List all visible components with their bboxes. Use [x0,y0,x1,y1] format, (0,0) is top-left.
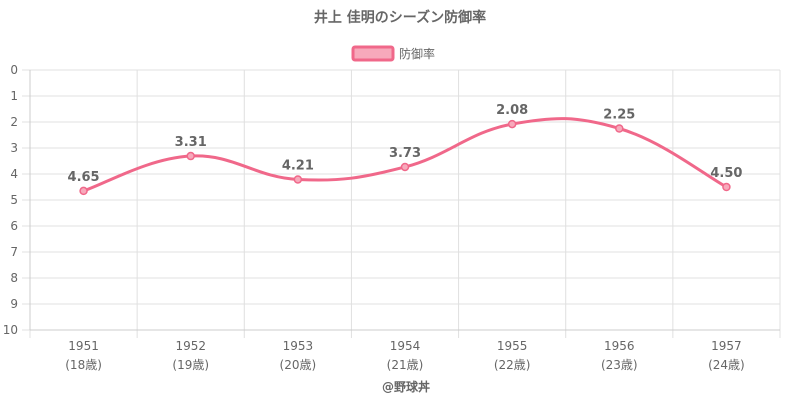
x-tick-sublabel: (23歳) [601,358,638,372]
x-tick-label: 1952 [175,339,206,353]
x-tick-label: 1951 [68,339,99,353]
data-point [293,175,303,184]
y-tick-label: 6 [10,219,18,233]
y-tick-label: 10 [3,323,18,337]
data-point [400,162,410,172]
y-tick-label: 5 [10,193,18,207]
y-tick-label: 3 [10,141,18,155]
data-point [186,151,195,161]
data-label: 2.25 [603,108,635,123]
x-tick-label: 1956 [604,339,635,353]
data-labels: 4.65 3.31 4.21 3.73 2.08 2.25 4.50 [68,103,743,185]
y-tick-label: 2 [10,115,18,129]
data-label: 4.21 [282,158,314,173]
axes: 0 1 2 3 4 5 6 7 8 9 10 1951 (18歳) 1952 (19歳) 1953 (20歳) 1… [3,63,780,372]
y-tick-label: 4 [10,167,18,181]
x-tick-sublabel: (24歳) [708,358,745,372]
x-tick-label: 1953 [283,339,314,353]
data-label: 4.50 [710,166,742,181]
grid [22,69,781,338]
x-tick-sublabel: (21歳) [387,358,424,372]
credit-text: @野球丼 [382,379,430,394]
y-tick-label: 0 [10,63,18,77]
x-tick-sublabel: (20歳) [280,358,317,372]
x-tick-label: 1955 [497,339,528,353]
y-tick-label: 8 [10,271,18,285]
data-label: 4.65 [68,170,100,185]
y-tick-label: 7 [10,245,18,259]
data-point [507,119,517,129]
data-label: 2.08 [496,103,528,118]
data-points [79,119,731,196]
legend-swatch [351,45,395,62]
legend[interactable]: 防御率 [351,45,435,62]
data-point [615,124,624,133]
x-tick-label: 1954 [390,339,421,353]
data-label: 3.31 [175,135,207,150]
data-point [722,182,731,192]
y-tick-label: 9 [10,297,18,311]
chart-title: 井上 佳明のシーズン防御率 [314,9,486,26]
data-label: 3.73 [389,146,421,161]
x-tick-sublabel: (19歳) [172,358,209,372]
x-tick-sublabel: (22歳) [494,358,531,372]
x-tick-sublabel: (18歳) [65,358,102,372]
x-tick-label: 1957 [711,339,742,353]
legend-label: 防御率 [399,46,435,61]
data-point [79,186,88,196]
y-tick-label: 1 [10,89,18,103]
